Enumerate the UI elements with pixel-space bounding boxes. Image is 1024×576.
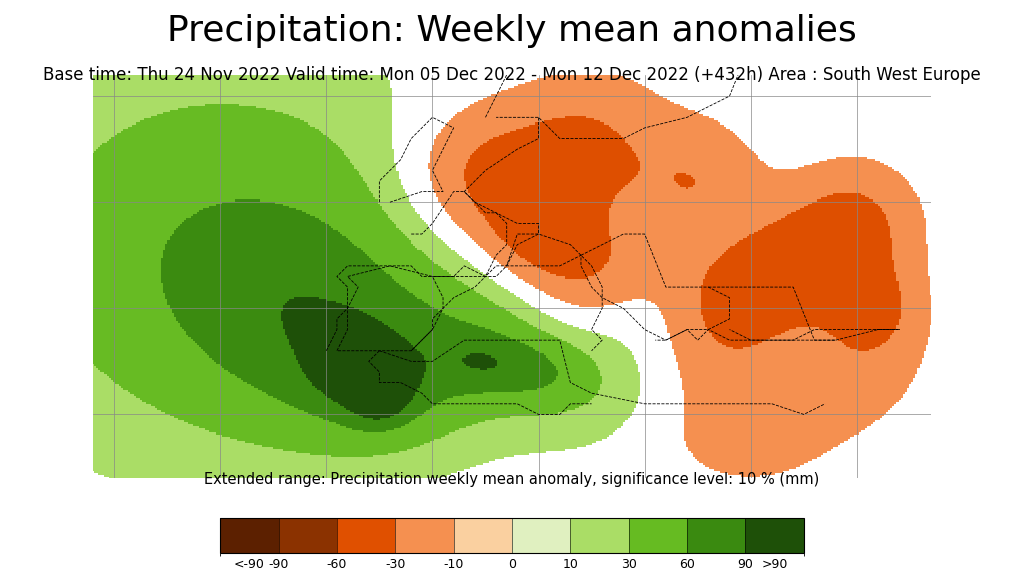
Text: Base time: Thu 24 Nov 2022 Valid time: Mon 05 Dec 2022 - Mon 12 Dec 2022 (+432h): Base time: Thu 24 Nov 2022 Valid time: M… [43, 66, 981, 84]
Text: Precipitation: Weekly mean anomalies: Precipitation: Weekly mean anomalies [167, 14, 857, 48]
Text: Extended range: Precipitation weekly mean anomaly, significance level: 10 % (mm): Extended range: Precipitation weekly mea… [205, 472, 819, 487]
